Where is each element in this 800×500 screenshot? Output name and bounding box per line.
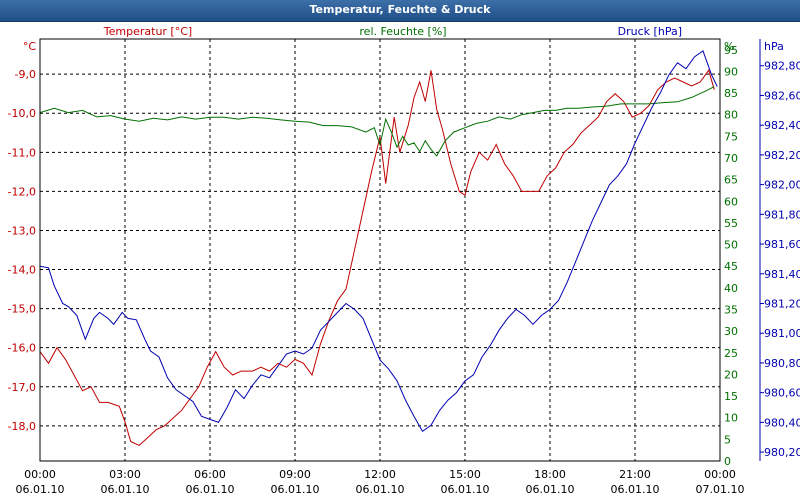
humidity-tick-label: 90 bbox=[724, 65, 738, 78]
axis-labels: 00:00 06.01.10 03:00 06.01.10 06:00 06.01.10 0… bbox=[8, 25, 800, 496]
humidity-tick-label: 70 bbox=[724, 152, 738, 165]
temperature-tick-label: -13,0 bbox=[8, 224, 36, 237]
series-layer bbox=[39, 50, 718, 446]
humidity-tick-label: 15 bbox=[724, 390, 738, 403]
grid bbox=[40, 39, 764, 461]
x-tick-date: 06.01.10 bbox=[101, 483, 150, 496]
x-tick-time: 18:00 bbox=[534, 468, 566, 481]
temperature-tick-label: -17,0 bbox=[8, 381, 36, 394]
temperature-tick-label: -12,0 bbox=[8, 185, 36, 198]
humidity-tick-label: 85 bbox=[724, 87, 738, 100]
x-tick-date: 06.01.10 bbox=[611, 483, 660, 496]
pressure-tick-label: 981,20 bbox=[764, 297, 800, 310]
x-tick-date: 06.01.10 bbox=[356, 483, 405, 496]
humidity-tick-label: 0 bbox=[724, 455, 731, 468]
pressure-tick-label: 981,60 bbox=[764, 238, 800, 251]
x-tick-date: 06.01.10 bbox=[526, 483, 575, 496]
humidity-tick-label: 50 bbox=[724, 239, 738, 252]
pressure-tick-label: 981,40 bbox=[764, 268, 800, 281]
temperature-series-line bbox=[39, 69, 715, 446]
x-tick-time: 12:00 bbox=[364, 468, 396, 481]
x-tick-date: 07.01.10 bbox=[696, 483, 745, 496]
humidity-tick-label: 95 bbox=[724, 44, 738, 57]
humidity-tick-label: 20 bbox=[724, 368, 738, 381]
humidity-tick-label: 10 bbox=[724, 412, 738, 425]
chart-title: Temperatur, Feuchte & Druck bbox=[309, 3, 491, 16]
temperature-unit: °C bbox=[23, 40, 37, 53]
pressure-tick-label: 980,60 bbox=[764, 387, 800, 400]
title-bar: Temperatur, Feuchte & Druck bbox=[0, 0, 800, 22]
temperature-tick-label: -10,0 bbox=[8, 107, 36, 120]
humidity-tick-label: 75 bbox=[724, 130, 738, 143]
pressure-unit: hPa bbox=[764, 40, 784, 53]
pressure-series-line bbox=[39, 50, 718, 433]
temperature-tick-label: -15,0 bbox=[8, 303, 36, 316]
pressure-tick-label: 982,40 bbox=[764, 119, 800, 132]
pressure-tick-label: 981,00 bbox=[764, 327, 800, 340]
pressure-tick-label: 980,20 bbox=[764, 446, 800, 459]
temperature-tick-label: -11,0 bbox=[8, 146, 36, 159]
humidity-tick-label: 45 bbox=[724, 260, 738, 273]
pressure-tick-label: 980,40 bbox=[764, 416, 800, 429]
temperature-axis-title: Temperatur [°C] bbox=[103, 25, 192, 38]
pressure-axis-title: Druck [hPa] bbox=[618, 25, 682, 38]
humidity-tick-label: 40 bbox=[724, 282, 738, 295]
humidity-tick-label: 30 bbox=[724, 325, 738, 338]
humidity-tick-label: 60 bbox=[724, 195, 738, 208]
humidity-series-line bbox=[39, 86, 715, 157]
x-tick-date: 06.01.10 bbox=[16, 483, 65, 496]
x-tick-time: 21:00 bbox=[619, 468, 651, 481]
x-tick-date: 06.01.10 bbox=[441, 483, 490, 496]
x-tick-time: 00:00 bbox=[704, 468, 736, 481]
x-tick-time: 09:00 bbox=[279, 468, 311, 481]
humidity-tick-label: 80 bbox=[724, 109, 738, 122]
x-tick-time: 06:00 bbox=[194, 468, 226, 481]
temperature-tick-label: -16,0 bbox=[8, 342, 36, 355]
humidity-tick-label: 5 bbox=[724, 433, 731, 446]
pressure-tick-label: 982,80 bbox=[764, 60, 800, 73]
temperature-tick-label: -9,0 bbox=[15, 68, 36, 81]
humidity-tick-label: 25 bbox=[724, 347, 738, 360]
temperature-tick-label: -18,0 bbox=[8, 420, 36, 433]
pressure-tick-label: 981,80 bbox=[764, 208, 800, 221]
temperature-tick-label: -14,0 bbox=[8, 264, 36, 277]
x-tick-date: 06.01.10 bbox=[271, 483, 320, 496]
x-tick-date: 06.01.10 bbox=[186, 483, 235, 496]
humidity-tick-label: 65 bbox=[724, 174, 738, 187]
x-tick-time: 03:00 bbox=[109, 468, 141, 481]
pressure-tick-label: 982,60 bbox=[764, 89, 800, 102]
pressure-tick-label: 982,20 bbox=[764, 149, 800, 162]
x-tick-time: 00:00 bbox=[24, 468, 56, 481]
humidity-tick-label: 35 bbox=[724, 304, 738, 317]
pressure-tick-label: 980,80 bbox=[764, 357, 800, 370]
pressure-tick-label: 982,00 bbox=[764, 179, 800, 192]
humidity-axis-title: rel. Feuchte [%] bbox=[359, 25, 446, 38]
plot-border bbox=[39, 38, 721, 462]
x-tick-time: 15:00 bbox=[449, 468, 481, 481]
humidity-tick-label: 55 bbox=[724, 217, 738, 230]
humidity-unit: % bbox=[724, 40, 734, 53]
